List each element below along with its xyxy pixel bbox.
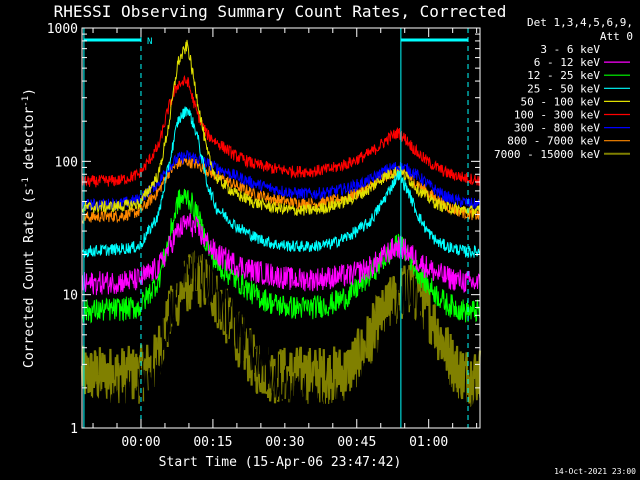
series-group xyxy=(80,39,482,430)
y-tick-label: 1 xyxy=(70,422,78,437)
legend-label: 6 - 12 keV xyxy=(534,56,601,69)
y-tick-label: 10 xyxy=(62,289,78,304)
x-tick-label: 01:00 xyxy=(409,435,448,450)
axes: 1 10 100 1000 00:00 00:15 00:30 00:45 01:00 xyxy=(47,22,481,450)
legend-item: 800 - 7000 keV xyxy=(507,135,630,148)
generation-timestamp: 14-Oct-2021 23:00 xyxy=(554,467,636,476)
legend-label: 300 - 800 keV xyxy=(514,122,600,135)
night-label: N xyxy=(147,37,152,47)
legend-item: 6 - 12 keV xyxy=(534,56,630,69)
x-tick-label: 00:15 xyxy=(193,435,232,450)
plot-frame xyxy=(81,27,481,429)
legend-label: 12 - 25 keV xyxy=(527,69,600,82)
legend-label: 50 - 100 keV xyxy=(521,95,601,108)
y-axis-label: Corrected Count Rate (s-1 detector-1) xyxy=(21,88,37,368)
series-line xyxy=(81,106,481,259)
x-tick-label: 00:45 xyxy=(337,435,376,450)
legend-label: 100 - 300 keV xyxy=(514,109,600,122)
x-tick-label: 00:00 xyxy=(121,435,160,450)
y-axis-label-sup2: -1 xyxy=(21,96,31,107)
legend-item: 12 - 25 keV xyxy=(527,69,630,82)
legend-item: 50 - 100 keV xyxy=(521,95,630,108)
series-line xyxy=(81,213,481,296)
x-axis-label: Start Time (15-Apr-06 23:47:42) xyxy=(159,455,402,470)
y-tick-label: 1000 xyxy=(47,22,78,37)
y-axis-label-main: Corrected Count Rate (s xyxy=(22,188,37,368)
legend-item: 100 - 300 keV xyxy=(514,109,630,122)
y-axis-label-mid: detector xyxy=(22,107,37,178)
legend-label: 800 - 7000 keV xyxy=(507,135,600,148)
legend-item: 7000 - 15000 keV xyxy=(494,148,630,161)
legend-label: 3 - 6 keV xyxy=(540,43,600,56)
y-axis-label-sup1: -1 xyxy=(21,177,31,188)
y-axis-label-end: ) xyxy=(22,88,37,96)
y-tick-label: 100 xyxy=(55,155,78,170)
series-line xyxy=(81,39,481,219)
legend-item: 3 - 6 keV xyxy=(540,43,630,56)
legend-label: 25 - 50 keV xyxy=(527,82,600,95)
series-line xyxy=(81,74,481,188)
legend-item: 300 - 800 keV xyxy=(514,122,630,135)
x-tick-label: 00:30 xyxy=(265,435,304,450)
series-line xyxy=(81,238,481,430)
legend-header-line2: Att 0 xyxy=(600,30,633,43)
interval-markers: N xyxy=(83,28,469,428)
chart-title: RHESSI Observing Summary Count Rates, Co… xyxy=(54,2,507,21)
legend-item: 25 - 50 keV xyxy=(527,82,630,95)
legend-header-line1: Det 1,3,4,5,6,9, xyxy=(527,16,633,29)
legend-label: 7000 - 15000 keV xyxy=(494,148,600,161)
series-line xyxy=(81,188,481,324)
